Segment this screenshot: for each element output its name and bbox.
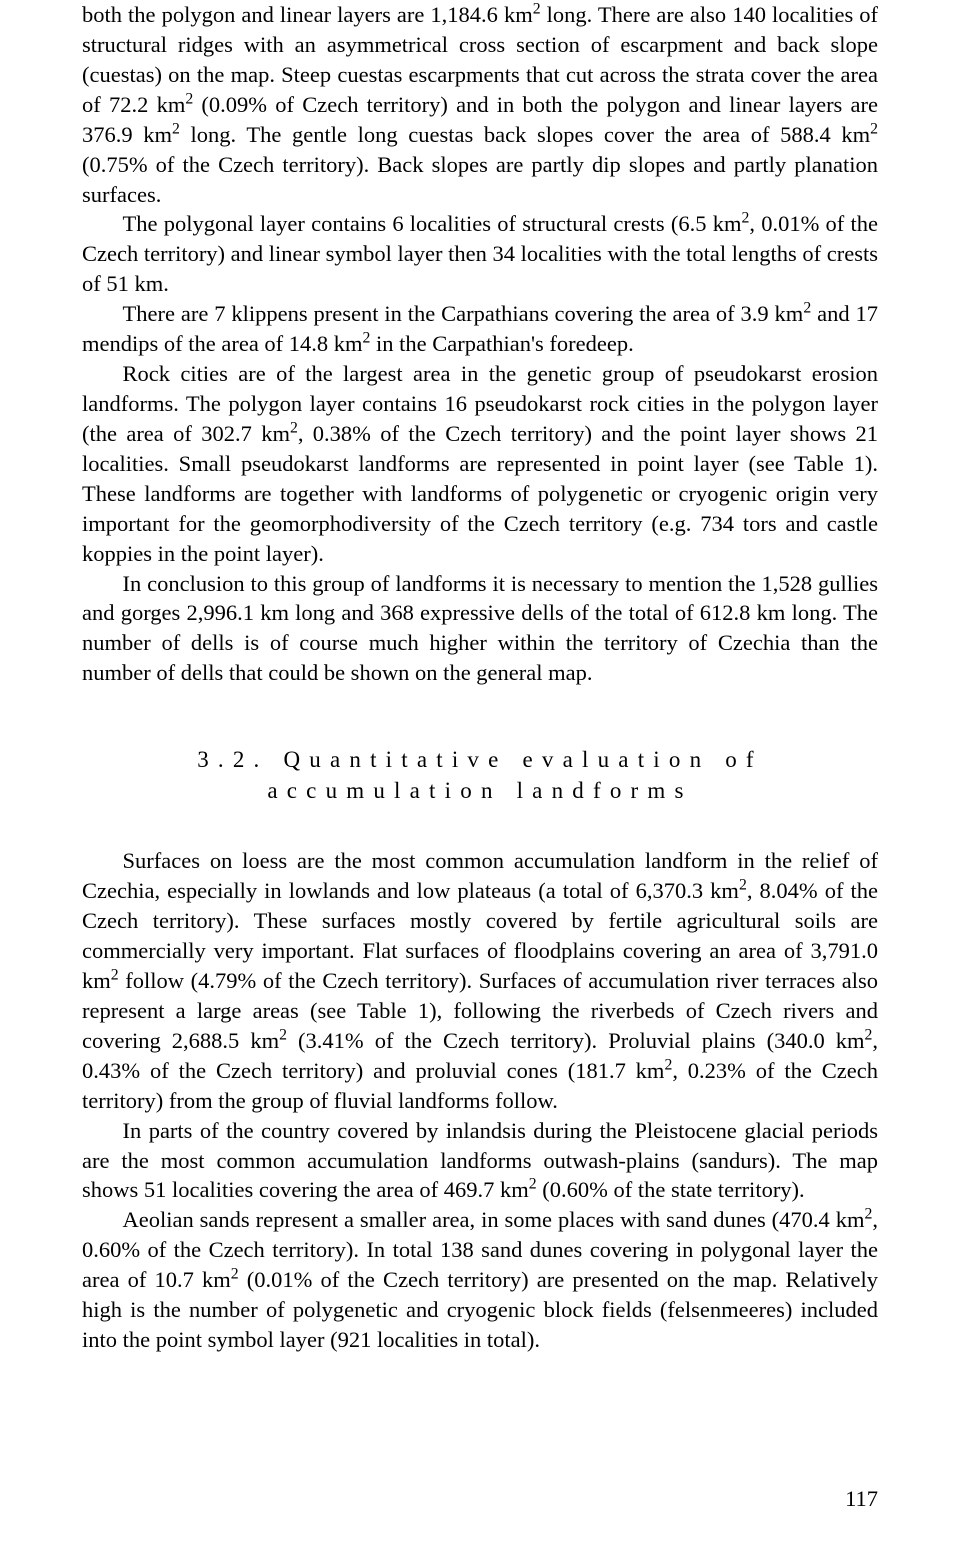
page-number: 117: [845, 1486, 878, 1512]
paragraph: Aeolian sands represent a smaller area, …: [82, 1205, 878, 1355]
section-heading: 3.2. Quantitative evaluation of accumula…: [82, 744, 878, 806]
page: both the polygon and linear layers are 1…: [0, 0, 960, 1542]
paragraph: There are 7 klippens present in the Carp…: [82, 299, 878, 359]
paragraph: Rock cities are of the largest area in t…: [82, 359, 878, 568]
paragraph: The polygonal layer contains 6 localitie…: [82, 209, 878, 299]
paragraph: both the polygon and linear layers are 1…: [82, 0, 878, 209]
paragraph: In parts of the country covered by inlan…: [82, 1116, 878, 1206]
paragraph: Surfaces on loess are the most common ac…: [82, 846, 878, 1115]
paragraph: In conclusion to this group of landforms…: [82, 569, 878, 689]
